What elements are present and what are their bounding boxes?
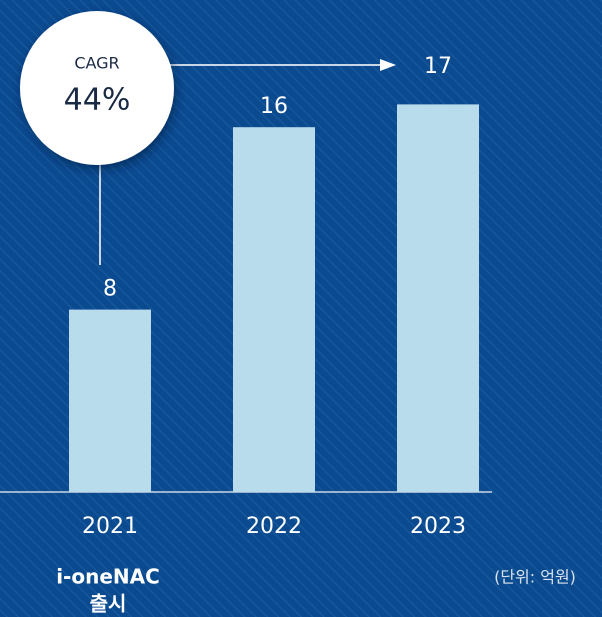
category-note: i-oneNAC bbox=[56, 565, 160, 589]
unit-label: (단위: 억원) bbox=[494, 568, 576, 587]
x-tick-label: 2021 bbox=[82, 514, 138, 539]
data-label: 16 bbox=[260, 94, 288, 119]
cagr-value: 44% bbox=[64, 83, 131, 118]
x-tick-label: 2022 bbox=[246, 514, 302, 539]
bar bbox=[69, 309, 151, 492]
data-label: 17 bbox=[424, 54, 452, 79]
category-note: 출시 bbox=[90, 592, 127, 616]
bar bbox=[397, 104, 479, 493]
cagr-circle bbox=[20, 11, 174, 165]
cagr-title: CAGR bbox=[74, 54, 119, 73]
x-tick-label: 2023 bbox=[410, 514, 466, 539]
arrow-head bbox=[380, 59, 396, 71]
bar bbox=[233, 127, 315, 492]
data-label: 8 bbox=[103, 277, 117, 302]
